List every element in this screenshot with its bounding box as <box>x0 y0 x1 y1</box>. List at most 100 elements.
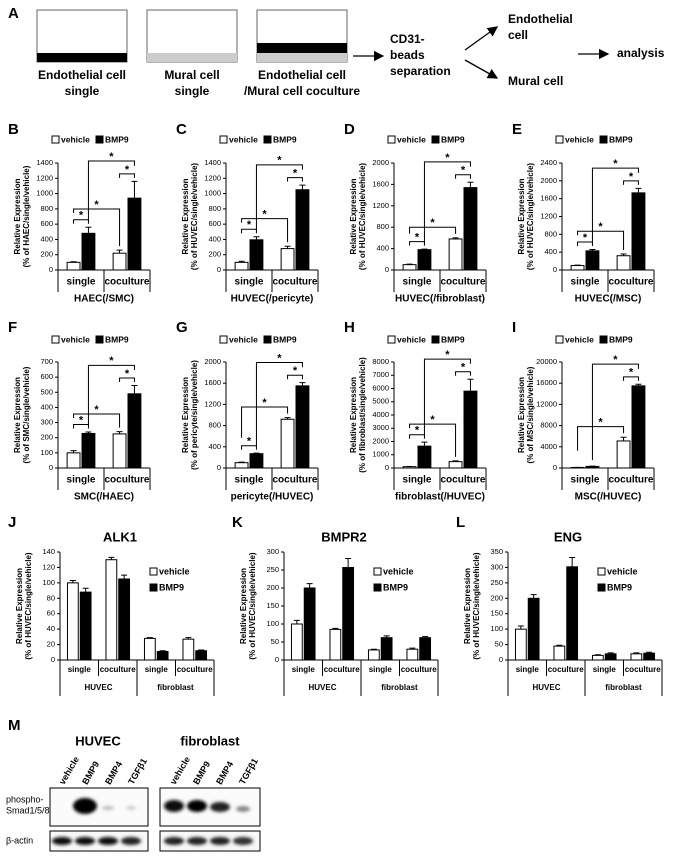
significance-label: * <box>461 165 466 177</box>
error-bar <box>620 436 627 441</box>
significance-bracket <box>287 374 303 380</box>
chart-title: pericyte(/HUVEC) <box>231 492 314 503</box>
bar <box>631 192 646 271</box>
significance-label: * <box>79 210 84 222</box>
panel-label: G <box>176 319 188 336</box>
x-tick-label: single <box>145 665 169 674</box>
error-bar <box>620 253 627 256</box>
error-bar <box>569 557 576 567</box>
y-axis-label: (% of HUVEC/single/vehicle) <box>358 163 367 270</box>
x-tick-label: single <box>292 665 316 674</box>
significance-bracket <box>73 424 89 429</box>
y-tick-label: 0 <box>385 463 389 472</box>
y-tick-label: 150 <box>490 609 503 618</box>
legend-swatch <box>373 583 382 592</box>
legend-label: vehicle <box>607 566 638 576</box>
significance-bracket <box>119 173 135 178</box>
chart-title: HAEC(/SMC) <box>74 294 134 305</box>
significance-bracket <box>241 218 289 243</box>
panel-label: I <box>512 319 516 336</box>
y-tick-label: 150 <box>266 601 279 610</box>
chart-title: HUVEC(/MSC) <box>575 294 642 305</box>
error-bar <box>383 635 390 638</box>
bar <box>280 418 295 469</box>
error-bar <box>253 452 260 454</box>
significance-label: * <box>293 168 298 180</box>
bar <box>630 653 643 661</box>
error-bar <box>452 237 459 239</box>
y-tick-label: 140 <box>42 547 55 556</box>
group-label: HUVEC <box>84 683 112 692</box>
label: analysis <box>617 46 665 60</box>
chart-title: SMC(/HAEC) <box>74 492 134 503</box>
significance-bracket <box>577 241 593 247</box>
y-tick-label: 4000 <box>540 442 557 451</box>
error-bar <box>299 184 306 190</box>
y-tick-label: 1400 <box>36 158 53 167</box>
y-axis-label: Relative Expression <box>13 178 22 254</box>
error-bar <box>108 556 115 560</box>
x-tick-label: coculture <box>104 475 149 486</box>
bar <box>143 637 156 661</box>
y-tick-label: 400 <box>40 402 53 411</box>
significance-label: * <box>461 362 466 374</box>
significance-label: * <box>262 208 267 220</box>
x-tick-label: single <box>571 277 600 288</box>
legend-label: vehicle <box>383 566 414 576</box>
label: Mural cell <box>164 68 219 82</box>
error-bar <box>345 557 352 568</box>
bar <box>81 232 96 271</box>
error-bar <box>421 248 428 250</box>
significance-label: * <box>94 404 99 416</box>
y-tick-label: 80 <box>47 593 55 602</box>
legend-label: BMP9 <box>273 134 297 144</box>
y-axis-label: (% of fibroblast/single/vehicle) <box>358 357 367 473</box>
legend-label: BMP9 <box>609 334 633 344</box>
y-tick-label: 2000 <box>540 176 557 185</box>
bar <box>419 637 432 661</box>
x-tick-label: single <box>593 665 617 674</box>
panel-label: J <box>8 514 16 531</box>
significance-bracket <box>591 363 639 461</box>
y-tick-label: 0 <box>553 463 557 472</box>
bar <box>290 623 303 661</box>
panel-label: M <box>8 717 21 734</box>
bar <box>249 453 264 469</box>
x-tick-label: coculture <box>440 277 485 288</box>
x-tick-label: single <box>67 475 96 486</box>
lane-label: BMP9 <box>191 760 212 787</box>
y-tick-label: 0 <box>51 655 55 664</box>
error-bar <box>185 637 192 640</box>
y-tick-label: 2000 <box>372 158 389 167</box>
chart-title: ALK1 <box>103 529 137 544</box>
error-bar <box>253 236 260 240</box>
significance-bracket <box>409 226 457 234</box>
y-tick-label: 800 <box>208 204 221 213</box>
error-bar <box>635 187 642 193</box>
y-tick-label: 100 <box>40 448 53 457</box>
legend-label: vehicle <box>397 134 426 144</box>
error-bar <box>131 384 138 394</box>
legend-swatch <box>597 583 606 592</box>
y-tick-label: 400 <box>208 234 221 243</box>
y-tick-label: 50 <box>495 640 503 649</box>
y-tick-label: 0 <box>553 265 557 274</box>
x-tick-label: coculture <box>608 475 653 486</box>
y-tick-label: 4000 <box>372 410 389 419</box>
panel-label: E <box>512 121 522 138</box>
bar <box>616 255 631 271</box>
error-bar <box>82 587 89 593</box>
y-tick-label: 1200 <box>204 173 221 182</box>
label: Endothelial <box>508 12 573 26</box>
error-bar <box>517 625 524 630</box>
panel-label: L <box>456 514 465 531</box>
row-label: β-actin <box>6 835 33 845</box>
error-bar <box>422 636 429 638</box>
cell-layer <box>257 43 347 53</box>
label: CD31- <box>390 32 425 46</box>
label: /Mural cell coculture <box>244 84 360 98</box>
error-bar <box>306 583 313 588</box>
legend-label: vehicle <box>61 334 90 344</box>
y-tick-label: 800 <box>208 421 221 430</box>
y-tick-label: 200 <box>208 250 221 259</box>
